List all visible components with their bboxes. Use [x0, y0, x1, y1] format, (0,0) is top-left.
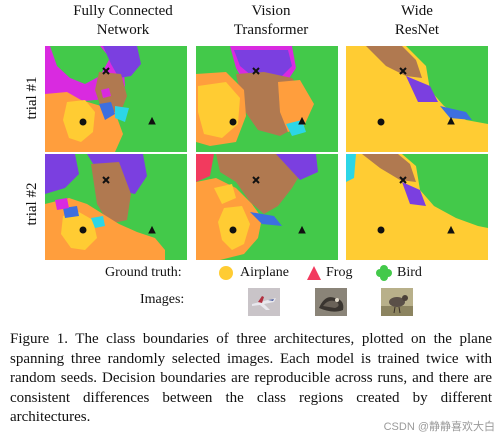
legend-frog-icon	[307, 266, 321, 280]
bird-marker	[102, 67, 110, 75]
ground-truth-markers	[79, 67, 455, 234]
bird-marker	[399, 67, 407, 75]
panel-fcn-trial-2	[45, 154, 187, 260]
airplane-image	[248, 288, 280, 316]
airplane-marker	[377, 226, 385, 234]
column-header-wide-resnet: Wide ResNet	[394, 3, 440, 38]
watermark: CSDN @静静喜欢大白	[383, 421, 495, 433]
panel-vit-trial-2	[196, 154, 338, 260]
frog-marker	[298, 116, 306, 125]
bird-marker	[102, 176, 110, 184]
panel-wrn-trial-1	[346, 46, 488, 152]
legend-bird-label: Bird	[397, 265, 422, 280]
legend-label: Ground truth:	[105, 265, 182, 280]
legend-airplane-label: Airplane	[240, 265, 289, 280]
frog-marker	[298, 225, 306, 234]
column-header-vision-transformer: Vision Transformer	[233, 3, 309, 38]
frog-marker	[447, 116, 455, 125]
images-label: Images:	[140, 292, 185, 307]
bird-marker	[399, 176, 407, 184]
frog-marker	[447, 225, 455, 234]
legend-airplane-icon	[219, 266, 233, 280]
figure-caption: Figure 1. The class boundaries of three …	[10, 331, 492, 425]
frog-marker	[148, 116, 156, 125]
legend-frog-label: Frog	[326, 265, 353, 280]
bird-marker	[252, 176, 260, 184]
bird-marker	[252, 67, 260, 75]
airplane-marker	[229, 226, 237, 234]
panel-vit-trial-1	[196, 46, 338, 152]
airplane-marker	[79, 118, 87, 126]
bird-image	[381, 288, 413, 316]
airplane-marker	[79, 226, 87, 234]
panel-fcn-trial-1	[45, 46, 187, 152]
column-header-fully-connected: Fully Connected Network	[73, 3, 173, 38]
frog-image	[315, 288, 347, 316]
legend-bird-icon	[376, 265, 392, 281]
frog-marker	[148, 225, 156, 234]
airplane-marker	[377, 118, 385, 126]
airplane-marker	[229, 118, 237, 126]
